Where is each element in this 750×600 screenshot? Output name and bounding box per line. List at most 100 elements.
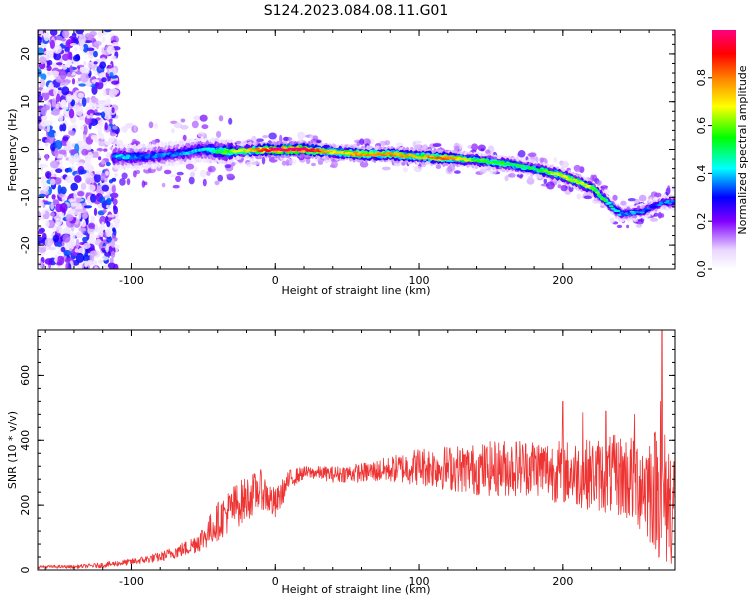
spectrogram-cell (557, 184, 562, 189)
spectrogram-cell (110, 239, 115, 248)
spectrogram-cell (172, 184, 180, 189)
spectrogram-cell (107, 214, 115, 218)
spectrogram-cell (41, 177, 49, 187)
spectrogram-ridge (394, 152, 400, 155)
spectrogram-cell (171, 128, 175, 134)
spectrogram-cell (103, 30, 112, 33)
spectrogram-cell (100, 133, 105, 140)
spectrogram-cell (560, 184, 568, 192)
spectrogram-cell (154, 123, 158, 129)
spectrogram-cell (112, 227, 116, 233)
spectrogram-cell (120, 125, 129, 133)
colorbar-ticks: 0.0 0.2 0.4 0.6 0.8 (695, 69, 712, 278)
spectrogram-ridge (303, 148, 309, 151)
spectrogram-cell (91, 177, 95, 184)
spectrogram-cell (60, 246, 66, 253)
spectrogram-cell (609, 217, 615, 224)
spectrogram-ridge (520, 164, 526, 167)
spectrogram-cell (100, 172, 106, 181)
spectrogram-y-axis-label: Frequency (Hz) (6, 109, 19, 192)
spectrogram-cell (89, 113, 94, 118)
spectrogram-cell (89, 118, 99, 126)
spectrogram-cell (199, 114, 208, 122)
spectrogram-cell (65, 214, 74, 222)
spectrogram-cell (297, 131, 306, 140)
spectrogram-cell (60, 186, 67, 195)
spectrogram-cell (141, 180, 146, 188)
spectrogram-cell (612, 194, 618, 201)
spectrogram-cell (66, 241, 72, 249)
spectrogram-cell (93, 173, 102, 183)
spectrogram-ridge (310, 148, 315, 151)
spectrogram-cell (110, 250, 116, 259)
spectrogram-ridge (391, 154, 397, 157)
spectrogram-cell (85, 158, 91, 166)
spectrogram-cell (402, 166, 409, 173)
spectrogram-cell (47, 59, 53, 66)
x-tick-label: 0 (272, 274, 279, 287)
spectrogram-cell (92, 104, 101, 108)
spectrogram-cell (69, 65, 73, 75)
snr-frame (37, 329, 676, 571)
spectrogram-cell (527, 152, 537, 157)
spectrogram-cell (77, 92, 84, 99)
spectrogram-cell (47, 129, 56, 138)
spectrogram-ridge (222, 151, 228, 155)
spectrogram-ridge (608, 205, 614, 208)
spectrogram-cell (180, 124, 189, 130)
spectrogram-ridge (500, 161, 505, 163)
spectrogram-cell (82, 43, 89, 53)
spectrogram-cell (568, 186, 574, 193)
spectrogram-cell (63, 249, 72, 256)
spectrogram-cell (78, 83, 86, 87)
spectrogram-cell (50, 39, 55, 49)
spectrogram-cell (330, 161, 338, 169)
spectrogram-cell (70, 182, 78, 192)
spectrogram-cell (88, 98, 93, 109)
spectrogram-cell (88, 222, 96, 230)
spectrogram-cell (100, 111, 106, 119)
spectrogram-cell (54, 254, 58, 264)
spectrogram-cell (107, 262, 116, 269)
snr-y-axis-label: SNR (10 * v/v) (6, 411, 19, 489)
spectrogram-cell (74, 248, 79, 253)
spectrogram-cell (91, 97, 99, 104)
spectrogram-cell (596, 180, 601, 186)
spectrogram-cell (49, 30, 58, 36)
spectrogram-cell (471, 143, 479, 151)
spectrogram-cell (262, 135, 269, 139)
spectrogram-ridge (631, 212, 636, 215)
spectrogram-cell (87, 61, 94, 69)
spectrogram-cell (98, 156, 102, 161)
spectrogram-cell (87, 227, 95, 235)
spectrogram-cell (176, 171, 184, 176)
spectrogram-cell (46, 124, 50, 133)
spectrogram-cell (114, 220, 120, 228)
spectrogram-cell (86, 259, 94, 266)
spectrogram-cell (38, 36, 42, 44)
spectrogram-cell (504, 175, 509, 182)
spectrogram-cell (163, 169, 172, 175)
spectrogram-cell (83, 125, 88, 135)
spectrogram-cell (616, 224, 623, 229)
spectrogram-cell (635, 224, 643, 228)
spectrogram-cell (45, 171, 52, 179)
colorbar-tick-label: 0.2 (695, 212, 708, 230)
spectrogram-cell (61, 123, 67, 132)
spectrogram-cell (104, 106, 110, 115)
spectrogram-cell (55, 217, 63, 227)
spectrogram-cell (38, 236, 43, 245)
spectrogram-cell (94, 266, 98, 269)
spectrogram-cell (281, 160, 287, 166)
spectrogram-cell (79, 66, 86, 73)
spectrogram-cell (94, 137, 98, 143)
spectrogram-cell (453, 142, 460, 151)
spectrogram-ridge (294, 147, 300, 150)
spectrogram-cell (56, 62, 63, 66)
spectrogram-cell (43, 31, 50, 42)
spectrogram-cell (180, 118, 186, 123)
spectrogram-cell (627, 198, 636, 202)
spectrogram-cell (359, 138, 365, 145)
spectrogram-cell (546, 181, 555, 190)
spectrogram-cell (268, 132, 277, 140)
